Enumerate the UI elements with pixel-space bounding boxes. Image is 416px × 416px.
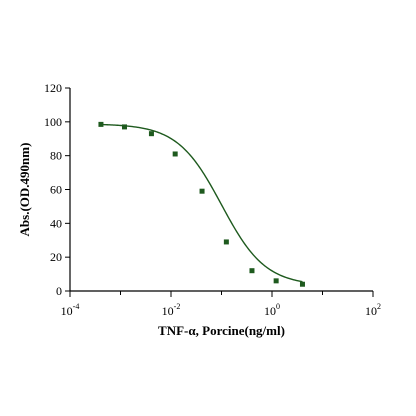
- x-tick-label: 100: [264, 302, 280, 318]
- data-point: [199, 188, 205, 194]
- y-tick-label: 20: [50, 250, 62, 264]
- y-ticks: 0 20 40 60 80 100 120: [44, 81, 70, 298]
- data-point: [299, 281, 305, 287]
- y-tick-label: 100: [44, 115, 62, 129]
- y-tick-label: 120: [44, 81, 62, 95]
- series: [98, 121, 305, 287]
- y-tick-label: 60: [50, 183, 62, 197]
- y-tick-label: 0: [56, 284, 62, 298]
- x-tick-label: 10-2: [162, 302, 181, 318]
- fit-curve: [100, 123, 303, 283]
- data-point: [172, 151, 178, 157]
- x-axis-title: TNF-α, Porcine(ng/ml): [158, 323, 285, 338]
- x-ticks: 10-4 10-2 100 102: [61, 291, 381, 318]
- y-axis-title: Abs.(OD.490nm): [17, 143, 32, 237]
- axes: [69, 88, 373, 292]
- x-tick-label: 102: [365, 302, 381, 318]
- y-tick-label: 40: [50, 216, 62, 230]
- data-point: [249, 268, 255, 274]
- x-tick-label: 10-4: [61, 302, 80, 318]
- data-point: [121, 124, 127, 130]
- data-point: [223, 239, 229, 245]
- data-point: [98, 121, 104, 127]
- data-point: [148, 131, 154, 137]
- data-point: [273, 278, 279, 284]
- y-tick-label: 80: [50, 149, 62, 163]
